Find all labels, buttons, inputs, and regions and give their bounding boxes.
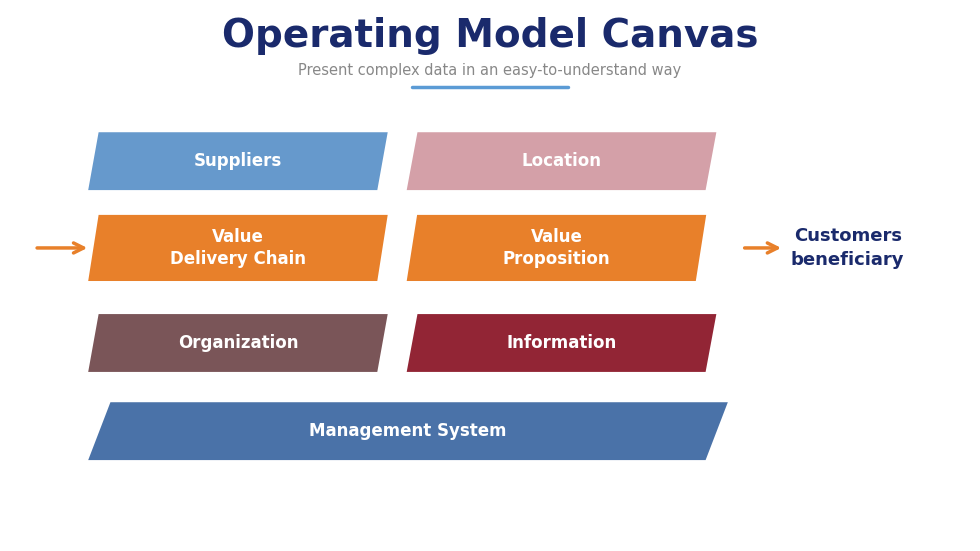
Text: Information: Information [507, 334, 616, 352]
Polygon shape [407, 314, 716, 372]
Text: Customers
beneficiary: Customers beneficiary [791, 227, 905, 269]
Polygon shape [88, 314, 388, 372]
Text: Suppliers: Suppliers [194, 152, 282, 170]
Text: Value
Proposition: Value Proposition [503, 228, 611, 268]
Polygon shape [407, 215, 707, 281]
Text: Location: Location [521, 152, 602, 170]
Polygon shape [88, 215, 388, 281]
Text: Organization: Organization [177, 334, 298, 352]
Polygon shape [407, 132, 716, 190]
Text: Present complex data in an easy-to-understand way: Present complex data in an easy-to-under… [298, 63, 682, 78]
Text: Operating Model Canvas: Operating Model Canvas [221, 17, 759, 55]
Polygon shape [88, 132, 388, 190]
Text: Value
Delivery Chain: Value Delivery Chain [170, 228, 306, 268]
Polygon shape [88, 402, 728, 460]
Text: Management System: Management System [310, 422, 507, 440]
